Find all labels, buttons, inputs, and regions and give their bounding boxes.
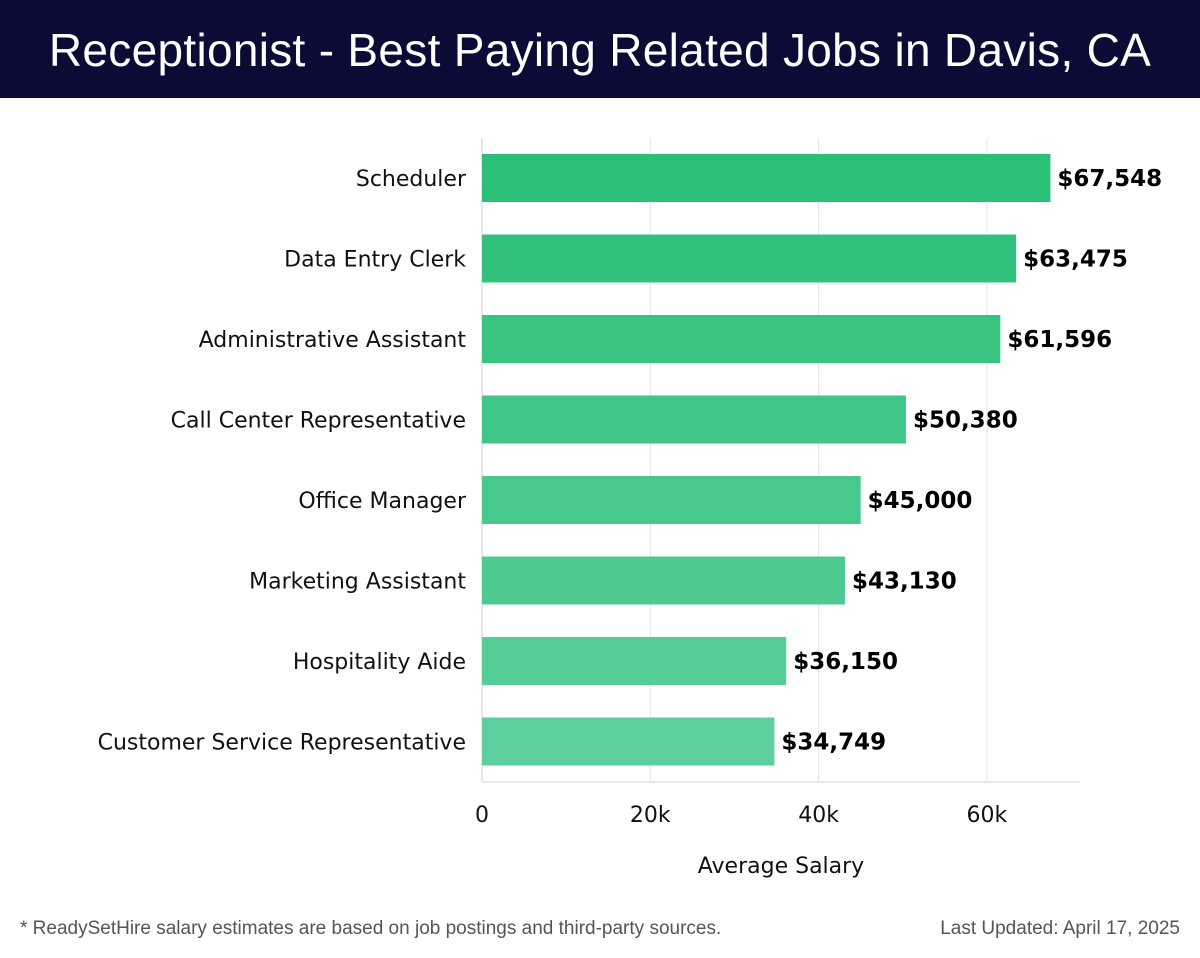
bars [482, 154, 1051, 766]
x-axis-title: Average Salary [698, 854, 864, 879]
bar [482, 395, 906, 444]
last-updated: Last Updated: April 17, 2025 [940, 918, 1180, 939]
bar [482, 154, 1051, 202]
value-label: $50,380 [913, 408, 1018, 434]
category-label: Office Manager [298, 489, 467, 514]
bar [482, 637, 787, 685]
value-label: $67,548 [1057, 166, 1162, 192]
category-label: Data Entry Clerk [284, 248, 466, 273]
category-labels: Scheduler Data Entry Clerk Administrative … [98, 167, 467, 756]
header-banner: Receptionist - Best Paying Related Jobs … [0, 0, 1200, 98]
value-labels: $67,548 $63,475 $61,596 $50,380 $45,000 $43,1… [781, 166, 1162, 756]
bar [482, 315, 1001, 363]
bar [482, 234, 1017, 283]
value-label: $34,749 [781, 730, 886, 756]
bar [482, 717, 775, 766]
bar [482, 556, 845, 605]
value-label: $43,130 [852, 569, 957, 595]
category-label: Marketing Assistant [249, 570, 466, 595]
bar-chart: Scheduler Data Entry Clerk Administrative … [98, 138, 1162, 879]
category-label: Scheduler [356, 167, 467, 192]
value-label: $61,596 [1007, 327, 1112, 353]
x-axis-ticks: 0 20k 40k 60k [475, 803, 1008, 828]
x-tick-label: 0 [475, 803, 489, 828]
x-tick-label: 60k [967, 803, 1008, 828]
value-label: $36,150 [793, 649, 898, 675]
x-tick-label: 40k [798, 803, 839, 828]
bar [482, 476, 861, 524]
category-label: Customer Service Representative [98, 731, 466, 756]
footnote: * ReadySetHire salary estimates are base… [20, 918, 722, 939]
value-label: $63,475 [1023, 247, 1128, 273]
x-tick-label: 20k [630, 803, 671, 828]
chart-title: Receptionist - Best Paying Related Jobs … [48, 24, 1152, 76]
value-label: $45,000 [868, 488, 973, 514]
category-label: Call Center Representative [171, 409, 466, 434]
category-label: Administrative Assistant [199, 328, 467, 353]
category-label: Hospitality Aide [293, 650, 466, 675]
